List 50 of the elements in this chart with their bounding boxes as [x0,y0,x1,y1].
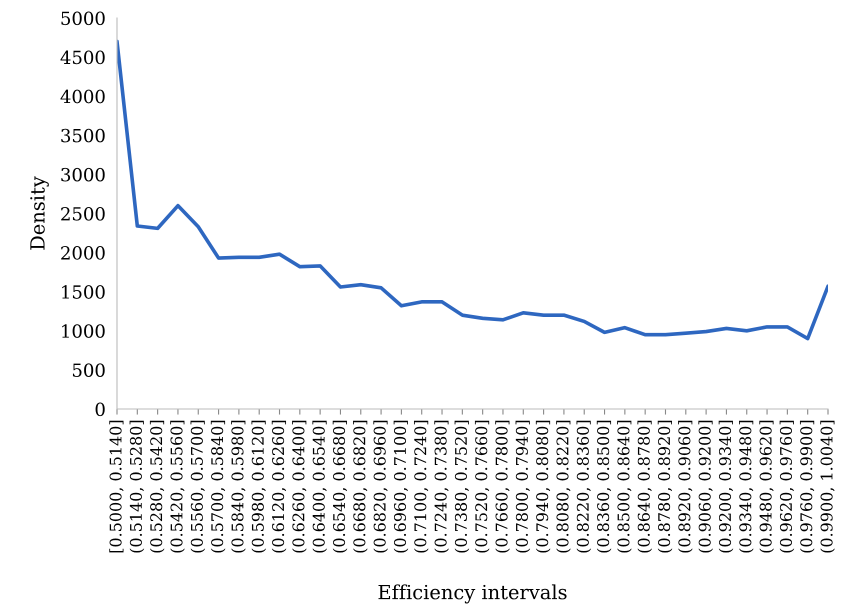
x-tick-label: (0.8080, 0.8220] [556,420,571,553]
x-tick-label: (0.6960, 0.7100] [394,420,408,553]
x-tick-label: (0.8500, 0.8640] [617,420,632,553]
y-tick-label: 2500 [61,206,105,221]
x-tick-label: (0.8780, 0.8920] [658,420,672,553]
x-tick-label: (0.7380, 0.7520] [454,420,470,553]
x-tick-label: (0.9200, 0.9340] [718,420,734,553]
x-tick-label: (0.6120, 0.6260] [272,420,286,553]
x-tick-label: (0.6680, 0.6820] [353,420,368,553]
x-tick-label: (0.6540, 0.6680] [332,420,348,553]
x-tick-label: (0.9060, 0.9200] [698,420,714,553]
x-tick-label: (0.9480, 0.9620] [759,420,774,553]
x-tick-label: (0.5280, 0.5420] [150,420,165,553]
x-tick-label: (0.7520, 0.7660] [474,420,490,553]
y-tick-label: 2000 [61,246,105,260]
x-tick-label: (0.5700, 0.5840] [210,420,226,553]
x-tick-label: (0.7800, 0.7940] [516,420,530,553]
x-tick-label: (0.9340, 0.9480] [739,420,754,553]
x-tick-label: (0.6820, 0.6960] [373,420,388,553]
x-tick-label: (0.5560, 0.5700] [190,420,206,553]
x-tick-label: (0.6260, 0.6400] [292,420,307,553]
x-tick-label: (0.7940, 0.8080] [536,420,550,553]
x-tick-label: (0.8220, 0.8360] [576,420,592,553]
x-tick-label: (0.6400, 0.6540] [312,420,328,553]
x-tick-label: (0.5840, 0.5980] [231,420,246,553]
x-tick-label: (0.8360, 0.8500] [596,420,612,553]
x-tick-label: (0.9620, 0.9760] [780,420,794,553]
y-axis-title: Density [30,176,49,250]
x-tick-label: (0.5420, 0.5560] [170,420,185,553]
y-tick-label: 3000 [61,168,105,182]
y-tick-label: 1000 [62,324,105,338]
x-tick-label: [0.5000, 0.5140] [109,420,124,552]
x-tick-label: (0.7660, 0.7800] [495,420,510,553]
x-tick-label: (0.5980, 0.6120] [251,420,266,553]
y-tick-label: 4000 [60,90,105,104]
x-axis-title: Efficiency intervals [378,584,567,604]
y-tick-label: 5000 [61,11,105,26]
y-tick-label: 3500 [61,128,105,142]
x-tick-label: (0.9900, 1.0040] [820,420,835,553]
line-series [117,40,828,340]
y-tick-label: 0 [96,402,105,416]
y-tick-label: 500 [72,363,105,378]
x-tick-label: (0.8920, 0.9060] [678,420,693,553]
x-tick-label: (0.7240, 0.7380] [434,420,449,553]
x-tick-label: (0.9760, 0.9900] [800,420,815,553]
x-tick-label: (0.7100, 0.7240] [414,420,429,553]
y-tick-label: 1500 [62,285,105,299]
y-tick-label: 4500 [60,50,105,64]
x-tick-label: (0.5140, 0.5280] [130,420,144,553]
x-tick-label: (0.8640, 0.8780] [637,420,652,553]
